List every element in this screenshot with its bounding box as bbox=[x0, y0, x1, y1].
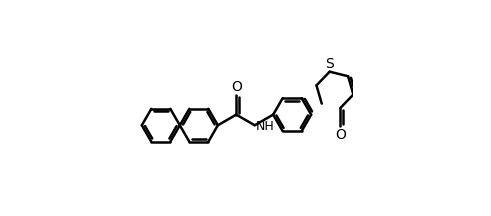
Text: O: O bbox=[335, 128, 346, 142]
Text: NH: NH bbox=[256, 120, 275, 133]
Text: O: O bbox=[231, 80, 242, 94]
Text: S: S bbox=[326, 57, 334, 71]
